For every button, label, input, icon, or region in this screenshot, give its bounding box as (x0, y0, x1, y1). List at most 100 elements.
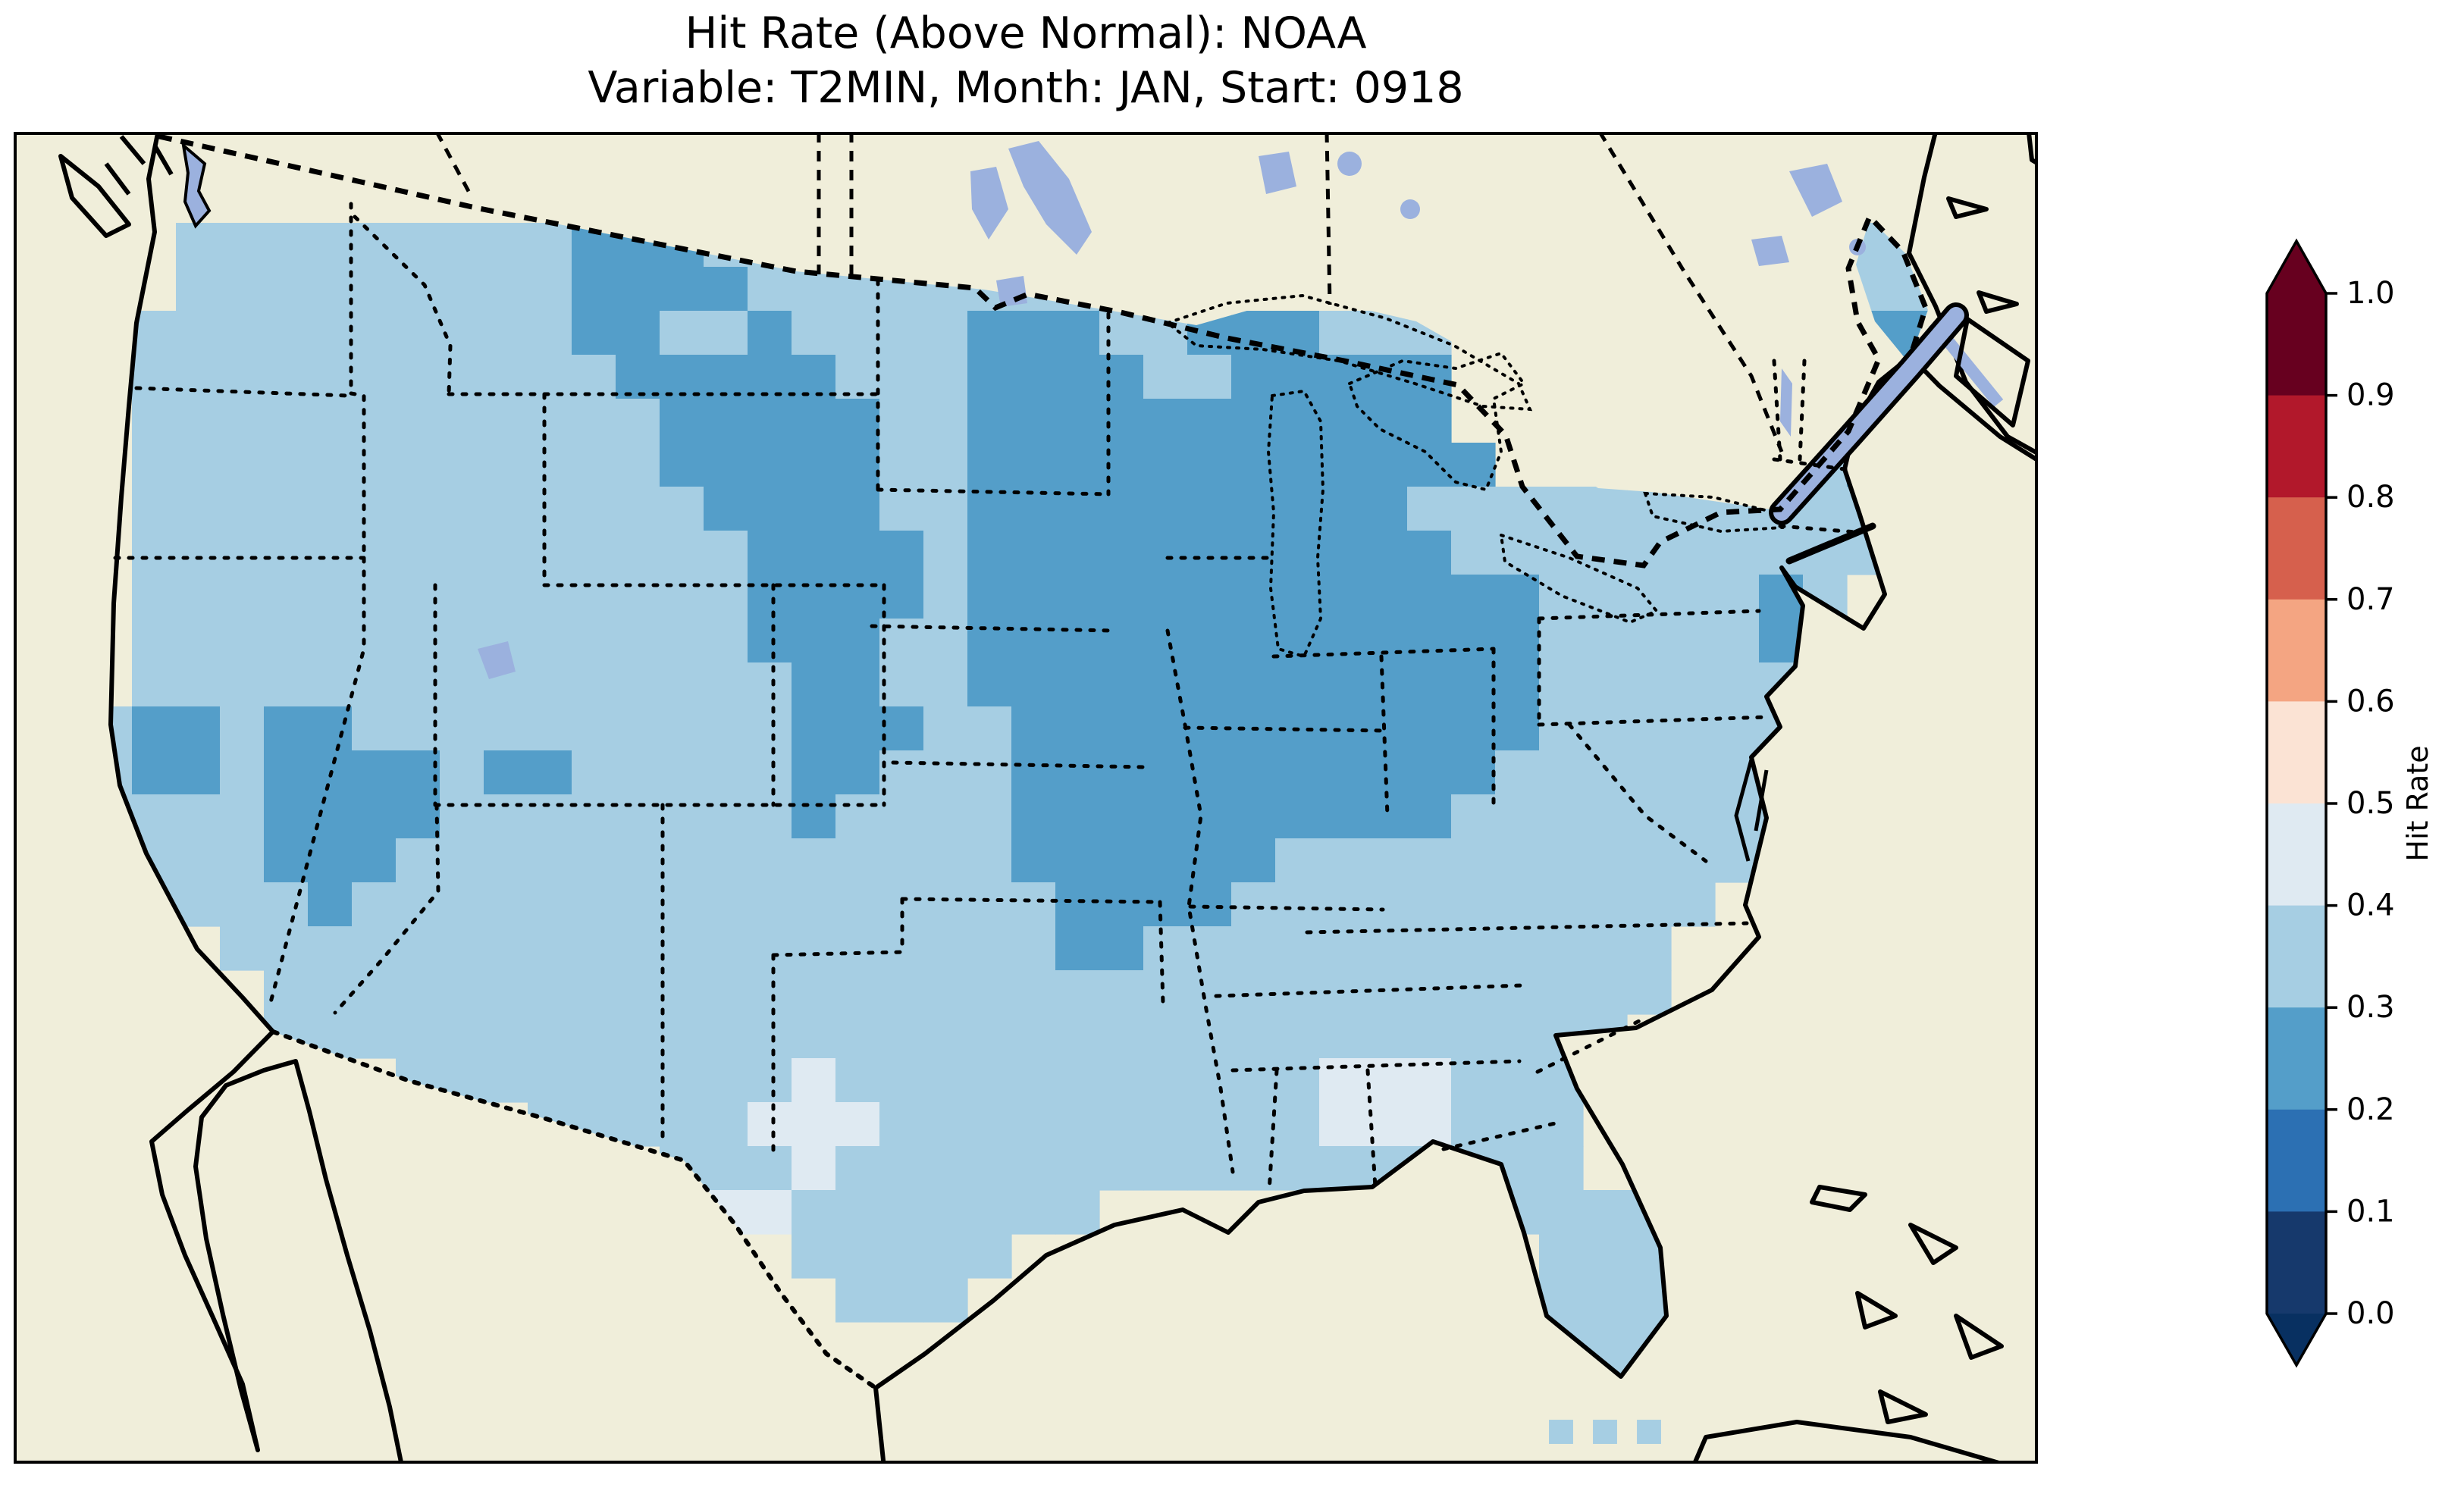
grid-cell (484, 1058, 528, 1103)
grid-cell (396, 487, 440, 531)
grid-cell (1319, 1102, 1364, 1147)
grid-cell (572, 487, 616, 531)
grid-cell (879, 794, 924, 839)
grid-cell (748, 311, 792, 355)
grid-cell (308, 882, 353, 927)
grid-cell (1055, 1190, 1100, 1235)
grid-cell (748, 794, 792, 839)
grid-cell (923, 311, 968, 355)
grid-cell (923, 1278, 968, 1323)
grid-cell (967, 311, 1012, 355)
grid-cell (923, 355, 968, 399)
grid-cell (792, 1146, 836, 1191)
grid-cell (132, 399, 177, 443)
grid-cell (1011, 1102, 1056, 1147)
grid-cell (1099, 706, 1144, 751)
grid-cell (1231, 794, 1276, 839)
grid-cell (835, 1190, 880, 1235)
grid-cell (1407, 750, 1452, 795)
grid-cell (1011, 1058, 1056, 1103)
grid-cell (660, 267, 704, 312)
grid-cell (1319, 575, 1364, 619)
grid-cell (616, 1102, 660, 1147)
grid-cell (1187, 443, 1232, 487)
quebec-lake-2 (1751, 236, 1789, 266)
grid-cell (528, 662, 572, 707)
grid-cell (1583, 662, 1628, 707)
grid-cell (1011, 970, 1056, 1015)
grid-cell (1715, 575, 1760, 619)
prince-edward-island (1977, 290, 2019, 314)
grid-cell (484, 223, 528, 268)
grid-cell (1715, 619, 1760, 663)
grid-cell (616, 355, 660, 399)
grid-cell (220, 399, 265, 443)
grid-cell (967, 882, 1012, 927)
grid-cell (528, 1014, 572, 1059)
grid-cell (1451, 970, 1496, 1015)
grid-cell (528, 619, 572, 663)
grid-cell (967, 794, 1012, 839)
grid-cell (484, 355, 528, 399)
grid-cell (572, 970, 616, 1015)
grid-cell (1231, 970, 1276, 1015)
grid-cell (1143, 750, 1188, 795)
grid-cell (1495, 662, 1540, 707)
grid-cell (1055, 1102, 1100, 1147)
grid-cell (1055, 311, 1100, 355)
grid-cell (1231, 443, 1276, 487)
grid-cell (352, 399, 397, 443)
grid-cell (528, 926, 572, 971)
grid-cell (1583, 487, 1628, 531)
grid-cell (748, 487, 792, 531)
colorbar-segment (2267, 395, 2326, 498)
colorbar-segments (2267, 293, 2326, 1314)
grid-cell (1451, 794, 1496, 839)
bahamas-islands (1810, 1185, 2004, 1424)
grid-cell (176, 267, 221, 312)
grid-cell (1055, 399, 1100, 443)
grid-cell (1407, 662, 1452, 707)
grid-cell (440, 970, 484, 1015)
grid-cell (792, 531, 836, 575)
grid-cell (1187, 619, 1232, 663)
grid-cell (967, 619, 1012, 663)
grid-cell (1011, 443, 1056, 487)
grid-cell (835, 706, 880, 751)
grid-cell (967, 926, 1012, 971)
grid-cell (1671, 838, 1716, 883)
grid-cell (879, 443, 924, 487)
grid-cell (792, 311, 836, 355)
grid-cell (1011, 575, 1056, 619)
grid-cell (792, 1014, 836, 1059)
grid-cell (835, 1102, 880, 1147)
grid-cell (704, 311, 748, 355)
grid-cell (616, 706, 660, 751)
grid-cell (748, 1190, 792, 1235)
grid-cell (264, 443, 309, 487)
grid-cell (352, 531, 397, 575)
grid-cell (1231, 750, 1276, 795)
grid-cell (835, 1058, 880, 1103)
grid-cell (923, 575, 968, 619)
grid-cell (792, 706, 836, 751)
grid-cell (835, 531, 880, 575)
grid-cell (1143, 575, 1188, 619)
grid-cell (835, 1278, 880, 1323)
grid-cell (176, 311, 221, 355)
grid-cell (1099, 399, 1144, 443)
grid-cell (1319, 443, 1364, 487)
grid-cell (1011, 531, 1056, 575)
grid-cell (528, 1058, 572, 1103)
grid-cell (528, 223, 572, 268)
grid-cell (1319, 531, 1364, 575)
grid-cell (484, 706, 528, 751)
grid-cell (967, 443, 1012, 487)
grid-cell (352, 882, 397, 927)
grid-cell (704, 1102, 748, 1147)
grid-cell (748, 531, 792, 575)
small-lake-2 (1400, 199, 1420, 219)
grid-cell (1275, 1102, 1320, 1147)
grid-cell (923, 926, 968, 971)
grid-cell (396, 662, 440, 707)
